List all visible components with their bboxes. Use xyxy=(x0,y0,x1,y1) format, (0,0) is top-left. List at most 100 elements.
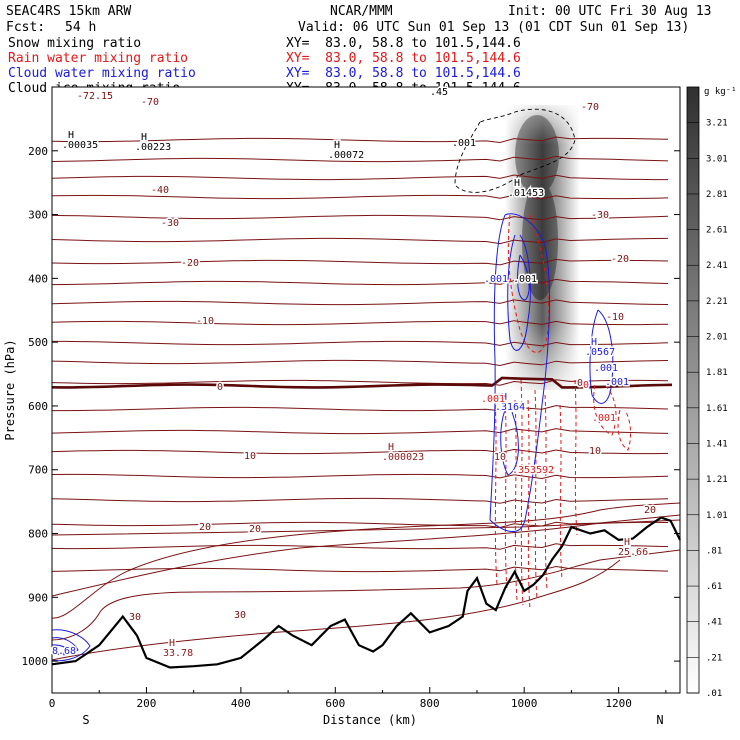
contour-label: .001 xyxy=(594,363,618,374)
init-time: Init: 00 UTC Fri 30 Aug 13 xyxy=(508,4,712,19)
isotherm xyxy=(51,174,668,181)
x-tick-label: 1200 xyxy=(605,697,632,710)
isotherm-label: 20 xyxy=(199,522,211,533)
rain-contour xyxy=(544,394,548,591)
x-tick-label: 200 xyxy=(136,697,156,710)
rain-contour xyxy=(593,384,617,436)
extremum-mark: H xyxy=(624,537,630,548)
isotherm-label: 10 xyxy=(244,451,256,462)
colorbar-label: .01 xyxy=(706,689,722,699)
isotherm xyxy=(51,136,669,144)
model-title: SEAC4RS 15km ARW xyxy=(6,4,132,19)
colorbar: 3.21 3.01 2.81 2.61 2.41 2.21 2.01 1.81 1.61 1.41… xyxy=(686,86,737,699)
isotherm xyxy=(51,258,669,266)
isotherm xyxy=(51,237,669,245)
isotherm xyxy=(51,359,669,367)
isotherm-label: -72.15 xyxy=(77,91,113,102)
terrain-line xyxy=(51,516,681,669)
cloud-water-contour xyxy=(51,637,79,656)
x-tick-label: 600 xyxy=(325,697,345,710)
isotherm-label: -40 xyxy=(151,185,169,196)
colorbar-label: 2.81 xyxy=(706,190,728,200)
cloud-water-contour xyxy=(489,213,550,532)
isotherm xyxy=(51,299,669,306)
extremum-value: .0567 xyxy=(585,347,615,358)
isotherm-label: -30 xyxy=(591,210,609,221)
isotherm-low xyxy=(51,502,681,619)
isotherm xyxy=(51,320,669,326)
colorbar-label: 1.01 xyxy=(706,511,728,521)
x-tick-label: 0 xyxy=(49,697,56,710)
colorbar-label: 3.01 xyxy=(706,154,728,164)
cloud-water-contour xyxy=(517,254,530,301)
extremum-value: .3164 xyxy=(495,402,525,413)
x-tick-label: 800 xyxy=(420,697,440,710)
extremum-mark: H xyxy=(141,132,147,143)
forecast-label: Fcst: xyxy=(6,20,46,35)
isotherm-label: 30 xyxy=(234,610,246,621)
field-xy-snow: XY= 83.0, 58.8 to 101.5,144.6 xyxy=(286,36,521,51)
y-tick-label: 200 xyxy=(28,145,48,158)
y-tick-label: 700 xyxy=(28,464,48,477)
contour-label: 0 xyxy=(583,380,589,391)
plot-frame xyxy=(51,86,681,694)
extremum-value: 33.78 xyxy=(163,648,193,659)
isotherm-label: -30 xyxy=(161,218,179,229)
isotherm xyxy=(52,340,669,347)
contour-labels: -72.15-70 -70-40-30-30-20 -20-10 -100 010 101… xyxy=(51,86,658,661)
y-tick-label: 900 xyxy=(28,591,48,604)
isotherm-label: -20 xyxy=(181,258,199,269)
rain-contour xyxy=(574,379,578,536)
isotherm-label: 20 xyxy=(644,505,656,516)
extremum-mark: H xyxy=(514,178,520,189)
rain-contour xyxy=(494,397,498,586)
forecast-hours: 54 h xyxy=(65,20,97,35)
isotherm xyxy=(51,214,669,221)
isotherm xyxy=(51,448,669,455)
rain-contour xyxy=(534,389,538,601)
isotherm-low xyxy=(51,559,621,661)
extremum-value: .45 xyxy=(430,87,448,98)
contour-label: .001 xyxy=(513,274,537,285)
org-title: NCAR/MMM xyxy=(330,4,393,19)
isotherm-low xyxy=(51,519,681,536)
extremum-value: .00223 xyxy=(135,142,171,153)
colorbar-label: .61 xyxy=(706,582,722,592)
x-axis-label: Distance (km) xyxy=(323,713,417,727)
isotherm-lines xyxy=(51,136,681,661)
cloud-ice-shading-core xyxy=(515,115,559,300)
x-tick-label: 400 xyxy=(231,697,251,710)
colorbar-unit: g kg⁻¹ xyxy=(704,87,737,97)
extremum-value: 8.68 xyxy=(52,646,76,657)
cloud-water-contour xyxy=(51,629,91,662)
isotherm xyxy=(52,405,669,412)
cloud-water-contour xyxy=(51,644,71,655)
isotherm xyxy=(51,278,669,286)
direction-north: N xyxy=(656,713,663,727)
valid-time: Valid: 06 UTC Sun 01 Sep 13 (01 CDT Sun … xyxy=(298,20,690,35)
isotherm-label: 20 xyxy=(249,524,261,535)
isotherm-label: -10 xyxy=(196,316,214,327)
isotherm xyxy=(51,379,669,386)
y-axis-label: Pressure (hPa) xyxy=(3,339,17,440)
colorbar-label: 2.61 xyxy=(706,226,728,236)
contour-label: .001 xyxy=(484,274,508,285)
isotherm xyxy=(51,521,669,529)
snow-contour xyxy=(454,108,576,193)
y-tick-label: 1000 xyxy=(22,655,49,668)
isotherm xyxy=(51,155,669,163)
y-tick-label: 300 xyxy=(28,209,48,222)
extremum-mark: H xyxy=(169,638,175,649)
contour-label: .001 xyxy=(605,377,629,388)
colorbar-label: .41 xyxy=(706,618,722,628)
rain-contour xyxy=(617,409,632,451)
rain-contour xyxy=(527,399,531,611)
zero-isotherm xyxy=(51,376,673,389)
colorbar-label: 2.41 xyxy=(706,261,728,271)
contour-label: .001 xyxy=(592,413,616,424)
colorbar-label: 1.61 xyxy=(706,404,728,414)
isotherm-label: -20 xyxy=(611,254,629,265)
extremum-mark: H xyxy=(334,140,340,151)
isotherm-label: 0 xyxy=(217,382,223,393)
